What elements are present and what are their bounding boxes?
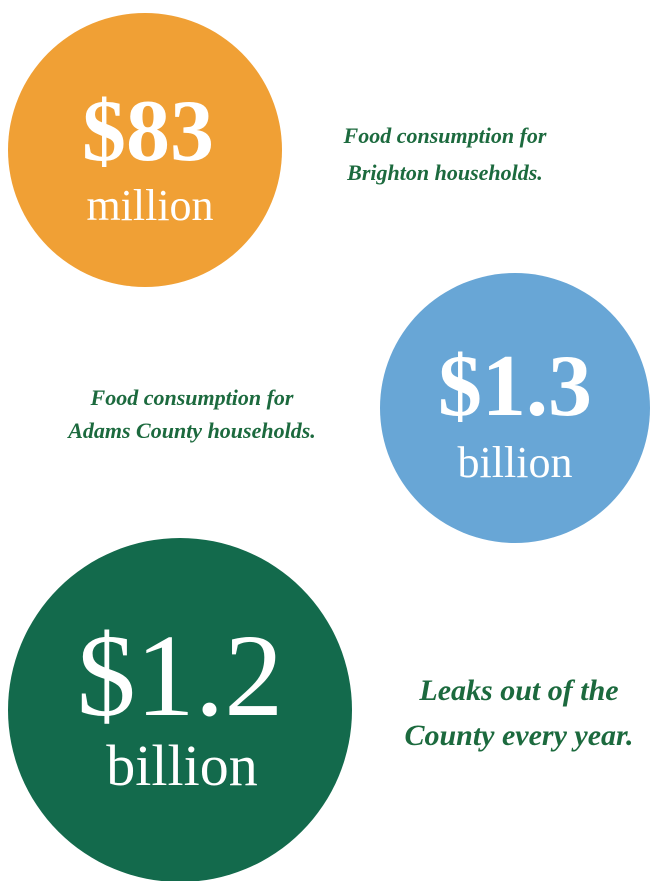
stat-amount: $1.3: [438, 338, 592, 435]
stat-adams: $1.3 billion Food consumption for Adams …: [66, 273, 650, 543]
stat-unit: billion: [458, 438, 573, 487]
stat-unit: billion: [106, 733, 257, 798]
stat-circle: [8, 13, 282, 287]
stat-caption: Adams County households.: [66, 418, 316, 443]
stat-circle: [380, 273, 650, 543]
stat-caption: Food consumption for: [90, 385, 294, 410]
stat-circle: [8, 538, 352, 881]
stat-caption: Leaks out of the: [418, 674, 618, 707]
stat-amount: $1.2: [77, 610, 284, 741]
stat-caption: Food consumption for: [343, 123, 547, 148]
stat-caption: County every year.: [404, 719, 633, 752]
stat-leak: $1.2 billion Leaks out of the County eve…: [8, 538, 634, 881]
stat-amount: $83: [82, 83, 214, 180]
stat-unit: million: [86, 181, 213, 230]
stat-brighton: $83 million Food consumption for Brighto…: [8, 13, 547, 287]
stat-caption: Brighton households.: [346, 160, 543, 185]
